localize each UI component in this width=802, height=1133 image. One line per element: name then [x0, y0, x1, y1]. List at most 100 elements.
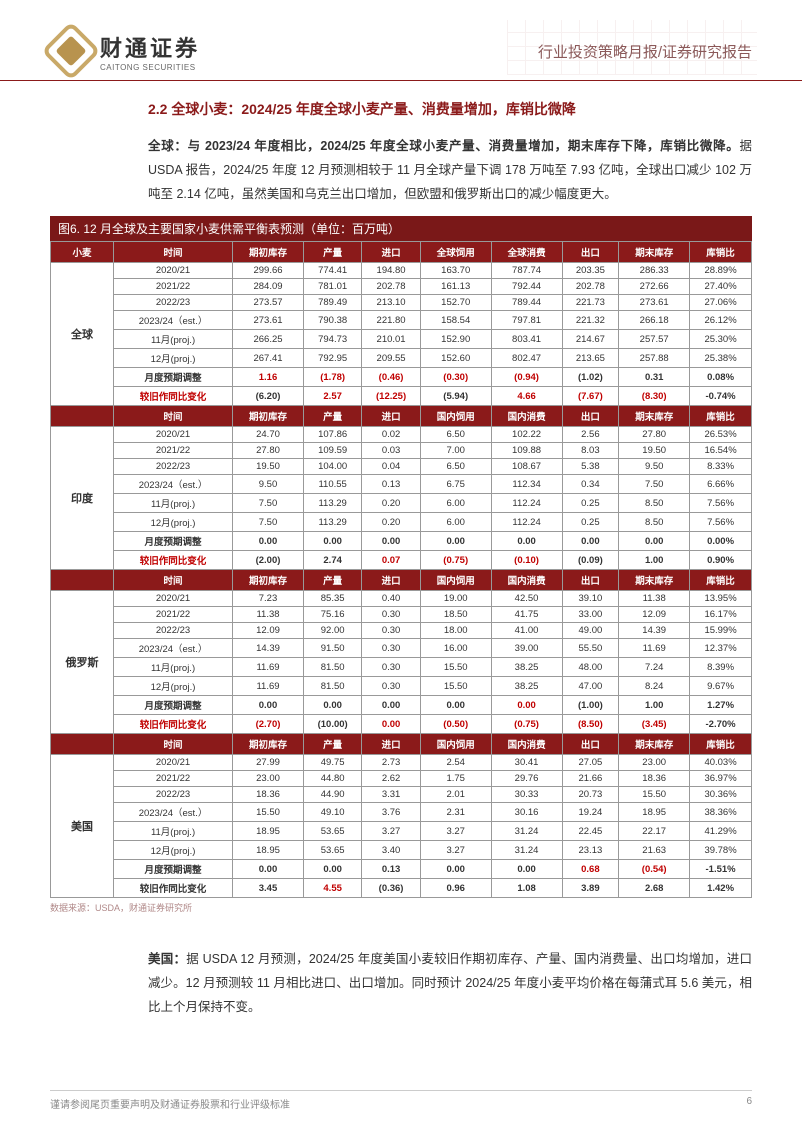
table-header-cell: 期初库存 — [233, 242, 304, 263]
table-cell: 15.50 — [420, 677, 491, 696]
table-cell: 266.18 — [619, 311, 690, 330]
table-header-cell — [51, 570, 114, 591]
table-cell: 109.59 — [303, 443, 361, 459]
table-cell: 3.76 — [362, 803, 420, 822]
table-cell: 44.80 — [303, 771, 361, 787]
table-cell: 30.41 — [491, 755, 562, 771]
table-cell: 19.24 — [562, 803, 619, 822]
table-cell: 较旧作同比变化 — [113, 715, 232, 734]
table-header-cell: 国内饲用 — [420, 570, 491, 591]
table-cell: (1.00) — [562, 696, 619, 715]
table-cell: 30.16 — [491, 803, 562, 822]
table-cell: 8.39% — [690, 658, 752, 677]
logo-cn: 财通证券 — [100, 31, 200, 63]
table-cell: 48.00 — [562, 658, 619, 677]
table-cell: 113.29 — [303, 494, 361, 513]
table-cell: 7.00 — [420, 443, 491, 459]
table-cell: 2020/21 — [113, 591, 232, 607]
table-cell: 较旧作同比变化 — [113, 879, 232, 898]
table-cell: 11.69 — [233, 677, 304, 696]
table-cell: 0.30 — [362, 607, 420, 623]
table-cell: 22.45 — [562, 822, 619, 841]
table-cell: 30.36% — [690, 787, 752, 803]
table-cell: 213.65 — [562, 349, 619, 368]
table-cell: 273.57 — [233, 295, 304, 311]
table-cell: 11月(proj.) — [113, 494, 232, 513]
table-cell: 39.00 — [491, 639, 562, 658]
table-cell: 29.76 — [491, 771, 562, 787]
table-cell: 792.44 — [491, 279, 562, 295]
p1-bold: 全球：与 2023/24 年度相比，2024/25 年度全球小麦产量、消费量增加… — [148, 139, 739, 153]
table-cell: 221.80 — [362, 311, 420, 330]
table-cell: 194.80 — [362, 263, 420, 279]
table-cell: 1.08 — [491, 879, 562, 898]
table-cell: 23.00 — [619, 755, 690, 771]
table-header-cell: 产量 — [303, 734, 361, 755]
table-cell: (10.00) — [303, 715, 361, 734]
table-cell: 2020/21 — [113, 755, 232, 771]
table-cell: 24.70 — [233, 427, 304, 443]
table-cell: 11.38 — [619, 591, 690, 607]
table-cell: 81.50 — [303, 658, 361, 677]
table-row: 2021/22284.09781.01202.78161.13792.44202… — [51, 279, 752, 295]
table-cell: 0.08% — [690, 368, 752, 387]
table-cell: 较旧作同比变化 — [113, 551, 232, 570]
table-cell: 0.00 — [491, 860, 562, 879]
table-cell: 11月(proj.) — [113, 822, 232, 841]
content-area: 2.2 全球小麦：2024/25 年度全球小麦产量、消费量增加，库销比微降 全球… — [0, 99, 802, 1020]
table-row: 12月(proj.)7.50113.290.206.00112.240.258.… — [51, 513, 752, 532]
table-cell: 7.24 — [619, 658, 690, 677]
table-cell: 12月(proj.) — [113, 349, 232, 368]
table-cell: 7.56% — [690, 513, 752, 532]
data-source: 数据来源：USDA，财通证券研究所 — [50, 901, 752, 914]
table-row: 2023/24（est.）15.5049.103.762.3130.1619.2… — [51, 803, 752, 822]
table-row: 2023/24（est.）9.50110.550.136.75112.340.3… — [51, 475, 752, 494]
table-header-cell: 进口 — [362, 406, 420, 427]
table-cell: 221.73 — [562, 295, 619, 311]
table-cell: 91.50 — [303, 639, 361, 658]
table-cell: 0.00 — [233, 696, 304, 715]
table-cell: 794.73 — [303, 330, 361, 349]
table-header-cell: 期末库存 — [619, 242, 690, 263]
table-cell: 月度预期调整 — [113, 696, 232, 715]
table-cell: 12月(proj.) — [113, 841, 232, 860]
table-cell: 8.33% — [690, 459, 752, 475]
table-header-cell: 出口 — [562, 570, 619, 591]
table-cell: 0.04 — [362, 459, 420, 475]
table-cell: 41.75 — [491, 607, 562, 623]
table-cell: 26.12% — [690, 311, 752, 330]
table-cell: (1.02) — [562, 368, 619, 387]
table-row: 月度预期调整0.000.000.130.000.000.68(0.54)-1.5… — [51, 860, 752, 879]
table-cell: 0.03 — [362, 443, 420, 459]
table-cell: 272.66 — [619, 279, 690, 295]
table-row: 月度预期调整0.000.000.000.000.00(1.00)1.001.27… — [51, 696, 752, 715]
table-header-cell: 国内饲用 — [420, 406, 491, 427]
table-row: 较旧作同比变化3.454.55(0.36)0.961.083.892.681.4… — [51, 879, 752, 898]
region-cell: 印度 — [51, 427, 114, 570]
table-cell: 21.63 — [619, 841, 690, 860]
table-cell: 38.25 — [491, 658, 562, 677]
table-cell: 2021/22 — [113, 279, 232, 295]
table-cell: -1.51% — [690, 860, 752, 879]
table-cell: 257.57 — [619, 330, 690, 349]
table-cell: 81.50 — [303, 677, 361, 696]
table-cell: 792.95 — [303, 349, 361, 368]
table-cell: 161.13 — [420, 279, 491, 295]
table-cell: 27.40% — [690, 279, 752, 295]
table-cell: (8.30) — [619, 387, 690, 406]
table-row: 2023/24（est.）273.61790.38221.80158.54797… — [51, 311, 752, 330]
table-cell: 18.36 — [619, 771, 690, 787]
table-cell: 0.00% — [690, 532, 752, 551]
table-row: 11月(proj.)11.6981.500.3015.5038.2548.007… — [51, 658, 752, 677]
table-cell: 12月(proj.) — [113, 513, 232, 532]
table-cell: 18.95 — [233, 822, 304, 841]
table-header-cell: 进口 — [362, 734, 420, 755]
table-cell: 33.00 — [562, 607, 619, 623]
table-cell: 789.49 — [303, 295, 361, 311]
table-cell: 802.47 — [491, 349, 562, 368]
p2-rest: 据 USDA 12 月预测，2024/25 年度美国小麦较旧作期初库存、产量、国… — [148, 952, 752, 1014]
table-cell: 2021/22 — [113, 771, 232, 787]
table-cell: 92.00 — [303, 623, 361, 639]
table-cell: 273.61 — [233, 311, 304, 330]
table-cell: 6.75 — [420, 475, 491, 494]
